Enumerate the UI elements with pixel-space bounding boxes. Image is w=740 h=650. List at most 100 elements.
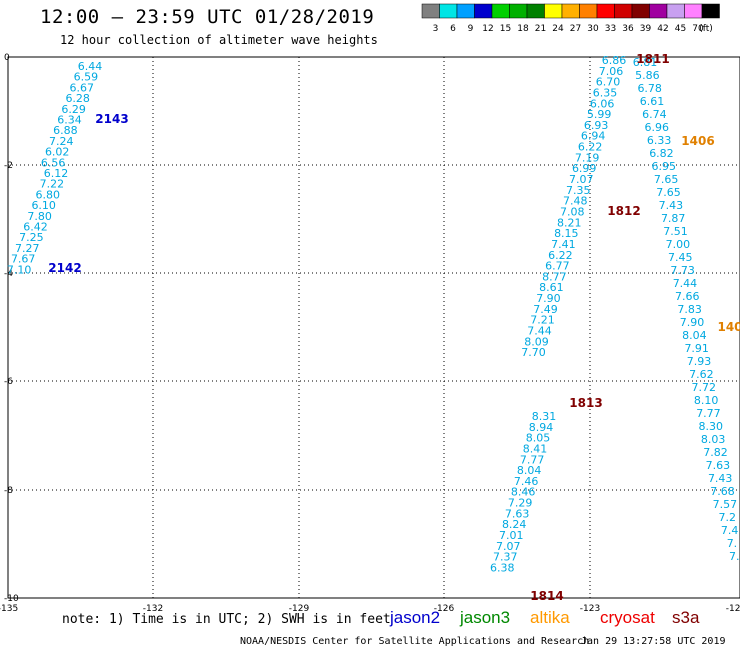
- wave-height-value: 7.87: [661, 212, 686, 225]
- wave-height-value: 6.22: [578, 141, 603, 154]
- wave-height-value: 8.61: [539, 281, 564, 294]
- lat-tick-label: -2: [4, 161, 13, 171]
- wave-height-value: 7.43: [659, 199, 684, 212]
- wave-height-value: 8.94: [529, 421, 554, 434]
- colorbar-label: 21: [535, 24, 546, 34]
- wave-height-value: 6.74: [642, 108, 667, 121]
- lon-tick-label: -135: [0, 604, 18, 614]
- colorbar-label: 12: [482, 24, 493, 34]
- wave-height-value: 7.80: [27, 210, 52, 223]
- wave-height-value: 7.48: [563, 195, 588, 208]
- wave-height-value: 6.88: [53, 124, 78, 137]
- wave-height-value: 6.59: [74, 71, 99, 84]
- colorbar-label: 18: [517, 24, 529, 34]
- wave-height-value: 6.95: [652, 160, 677, 173]
- wave-height-value: 6.22: [548, 249, 573, 262]
- axis-tick-labels: -135 -132 -129 -126 -123 -120 0 -2 -4 -6 -8 -10: [0, 53, 740, 614]
- colorbar-legend: 3 6 9 12 15 18 21 24 27 30 33 36 39 42 45 70(ft): [421, 3, 720, 34]
- colorbar-swatch: [544, 3, 563, 19]
- wave-height-value: 6.81: [633, 56, 658, 69]
- wave-height-value: 7.45: [668, 251, 693, 264]
- wave-height-value: 8.24: [502, 518, 527, 531]
- wave-height-value: 8.10: [694, 394, 719, 407]
- wave-height-value: 7.90: [680, 316, 705, 329]
- grid-lines: [8, 57, 740, 598]
- colorbar-swatch: [474, 3, 493, 19]
- wave-height-value: 7.4: [721, 524, 739, 537]
- wave-height-value: 7.08: [560, 205, 585, 218]
- wave-height-value: 7.91: [684, 342, 709, 355]
- wave-height-value: 7.07: [496, 540, 521, 553]
- page-title: 12:00 – 23:59 UTC 01/28/2019: [40, 6, 375, 28]
- wave-height-value: 7.65: [656, 186, 681, 199]
- map-frame: [7, 56, 740, 599]
- wave-height-value: 8.04: [517, 464, 542, 477]
- wave-height-value: 7.82: [703, 446, 728, 459]
- altimeter-tracks: 6.446.596.676.286.296.346.887.246.026.56…: [7, 54, 740, 574]
- wave-height-value: 7.62: [689, 368, 714, 381]
- satellite-label-cryosat: cryosat: [600, 608, 655, 627]
- lon-tick-label: -120: [726, 604, 740, 614]
- wave-height-value: 7.: [727, 537, 738, 550]
- wave-height-value: 6.34: [57, 114, 82, 127]
- colorbar-swatch: [561, 3, 580, 19]
- wave-height-value: 5.99: [587, 108, 612, 121]
- pass-number-label: 1812: [607, 204, 640, 218]
- colorbar-swatch: [509, 3, 528, 19]
- wave-height-value: 6.33: [647, 134, 672, 147]
- wave-height-value: 8.77: [542, 270, 567, 283]
- colorbar-label: 24: [552, 24, 564, 34]
- colorbar-swatch: [456, 3, 475, 19]
- wave-height-value: 6.77: [545, 260, 570, 273]
- colorbar-label: 36: [622, 24, 634, 34]
- generation-timestamp: Jan 29 13:27:58 UTC 2019: [581, 636, 726, 647]
- wave-height-value: 7.24: [49, 135, 74, 148]
- wave-height-value: 7.68: [710, 485, 735, 498]
- colorbar-swatch: [491, 3, 510, 19]
- wave-height-value: 8.30: [699, 420, 724, 433]
- map-border: [7, 56, 740, 599]
- wave-height-value: 7.19: [575, 151, 600, 164]
- satellite-label-altika: altika: [530, 608, 570, 627]
- colorbar-label: 6: [450, 24, 456, 34]
- wave-height-value: 8.21: [557, 216, 582, 229]
- colorbar-label: 33: [605, 24, 616, 34]
- wave-height-value: 7.57: [713, 498, 738, 511]
- wave-height-value: 6.93: [584, 119, 609, 132]
- wave-height-value: 7.63: [706, 459, 731, 472]
- wave-height-value: 7.63: [505, 507, 530, 520]
- wave-height-value: 6.12: [44, 167, 69, 180]
- wave-height-value: 6.70: [596, 76, 621, 89]
- wave-height-value: 6.82: [649, 147, 674, 160]
- wave-height-value: 8.09: [524, 335, 549, 348]
- colorbar-label: 45: [675, 24, 686, 34]
- wave-height-value: 6.29: [61, 103, 86, 116]
- wave-height-value: 6.35: [593, 86, 618, 99]
- lon-tick-label: -123: [580, 604, 600, 614]
- satellite-label-jason2: jason2: [390, 608, 441, 627]
- colorbar-swatch: [631, 3, 650, 19]
- lat-tick-label: -8: [4, 486, 13, 496]
- wave-height-value: 7.01: [499, 529, 524, 542]
- wave-height-value: 8.15: [554, 227, 579, 240]
- pass-number-label: 1814: [530, 589, 563, 603]
- wave-height-value: 7.35: [566, 184, 591, 197]
- lon-tick-label: -132: [143, 604, 163, 614]
- wave-height-value: 7.25: [19, 231, 44, 244]
- wave-height-value: 7.10: [7, 263, 32, 276]
- wave-height-value: 8.03: [701, 433, 726, 446]
- wave-height-value: 7.00: [666, 238, 691, 251]
- wave-height-value: 7.77: [696, 407, 721, 420]
- wave-height-value: 7.90: [536, 292, 561, 305]
- colorbar-swatch: [421, 3, 440, 19]
- pass-number-label: 1813: [569, 396, 602, 410]
- wave-height-value: 6.38: [490, 561, 515, 574]
- wave-height-value: 6.44: [78, 60, 103, 73]
- colorbar-swatch: [666, 3, 685, 19]
- wave-height-value: 6.94: [581, 130, 606, 143]
- colorbar-label: 70: [692, 24, 704, 34]
- colorbar-swatch: [684, 3, 703, 19]
- colorbar-swatch: [439, 3, 458, 19]
- colorbar-label: 15: [500, 24, 511, 34]
